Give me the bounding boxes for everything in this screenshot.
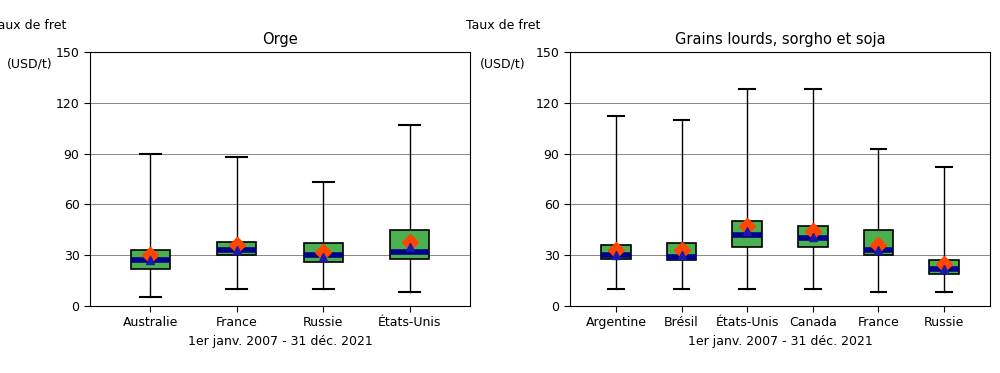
Text: (USD/t): (USD/t) bbox=[6, 57, 52, 70]
Title: Grains lourds, sorgho et soja: Grains lourds, sorgho et soja bbox=[675, 32, 885, 47]
Text: Taux de fret: Taux de fret bbox=[0, 19, 66, 32]
X-axis label: 1er janv. 2007 - 31 déc. 2021: 1er janv. 2007 - 31 déc. 2021 bbox=[688, 335, 872, 348]
FancyBboxPatch shape bbox=[217, 242, 256, 255]
Text: Taux de fret: Taux de fret bbox=[466, 19, 540, 32]
FancyBboxPatch shape bbox=[667, 243, 696, 260]
FancyBboxPatch shape bbox=[798, 226, 828, 247]
FancyBboxPatch shape bbox=[131, 250, 170, 269]
X-axis label: 1er janv. 2007 - 31 déc. 2021: 1er janv. 2007 - 31 déc. 2021 bbox=[188, 335, 372, 348]
Text: (USD/t): (USD/t) bbox=[480, 57, 526, 70]
FancyBboxPatch shape bbox=[864, 230, 893, 255]
FancyBboxPatch shape bbox=[601, 245, 631, 258]
FancyBboxPatch shape bbox=[732, 221, 762, 247]
Title: Orge: Orge bbox=[262, 32, 298, 47]
FancyBboxPatch shape bbox=[929, 260, 959, 274]
FancyBboxPatch shape bbox=[304, 243, 343, 262]
FancyBboxPatch shape bbox=[390, 230, 429, 258]
